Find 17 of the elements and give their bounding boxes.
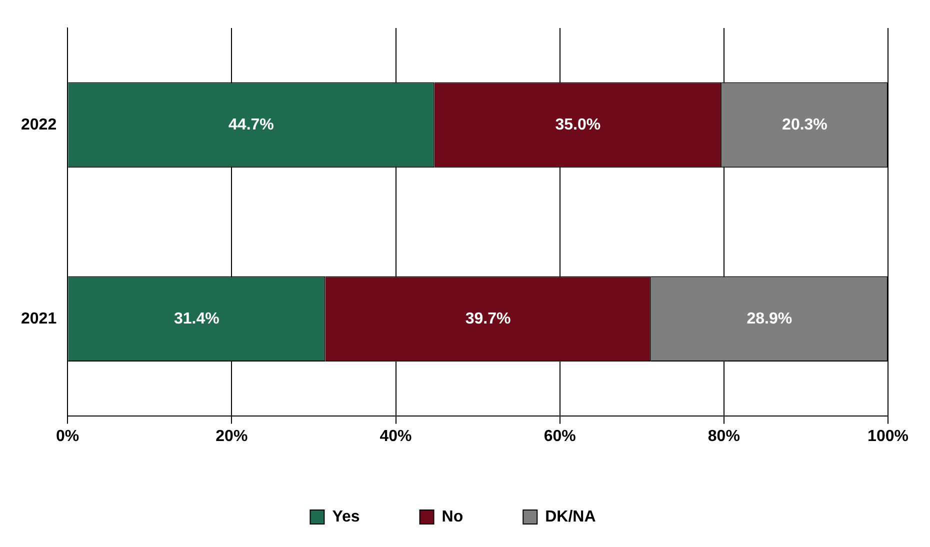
legend-label: Yes (332, 508, 360, 526)
legend-label: DK/NA (545, 508, 596, 526)
x-tick-label: 100% (868, 428, 908, 445)
x-tick-label: 40% (380, 428, 412, 445)
y-tick-label: 2021 (21, 310, 57, 328)
data-label: 39.7% (465, 310, 511, 328)
y-tick-label: 2022 (21, 116, 57, 134)
data-label: 20.3% (782, 116, 828, 134)
x-tick-label: 0% (56, 428, 80, 445)
x-tick-label: 60% (544, 428, 576, 445)
x-tick-label: 80% (708, 428, 740, 445)
data-label: 28.9% (746, 310, 792, 328)
data-label: 35.0% (555, 116, 601, 134)
legend-label: No (442, 508, 464, 526)
data-label: 44.7% (228, 116, 274, 134)
x-tick-label: 20% (216, 428, 248, 445)
data-label: 31.4% (174, 310, 220, 328)
